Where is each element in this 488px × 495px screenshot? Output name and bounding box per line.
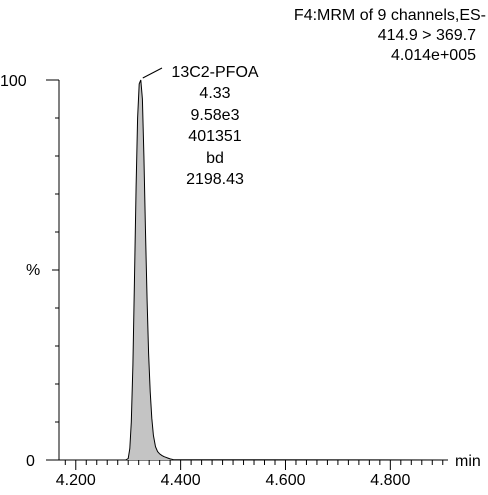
peak-label-height: 9.58e3 (191, 107, 240, 124)
y-tick-label-bottom: 0 (26, 453, 35, 470)
x-tick-label: 4.600 (265, 472, 305, 489)
x-axis-label: min (455, 453, 481, 470)
x-tick-label: 4.200 (56, 472, 96, 489)
y-tick-label-top: 100 (0, 73, 27, 90)
x-tick-label: 4.800 (370, 472, 410, 489)
peak-label-baseline: bd (206, 150, 224, 167)
header-line-1: F4:MRM of 9 channels,ES- (294, 7, 486, 24)
peak-label-name: 13C2-PFOA (171, 64, 258, 81)
peak-label-area: 401351 (188, 128, 241, 145)
peak-label-sn: 2198.43 (186, 171, 244, 188)
peak-label-rt: 4.33 (199, 85, 230, 102)
label-layer: F4:MRM of 9 channels,ES- 414.9 > 369.7 4… (0, 7, 486, 470)
y-axis-label: % (26, 262, 40, 279)
axes-layer: 4.200 4.400 4.600 4.800 (46, 79, 448, 489)
peak-label-leader (142, 67, 163, 79)
header-line-3: 4.014e+005 (391, 47, 476, 64)
x-tick-label: 4.400 (161, 472, 201, 489)
series-layer (59, 67, 449, 461)
header-line-2: 414.9 > 369.7 (378, 27, 476, 44)
peak-area-fill (59, 80, 448, 460)
trace-line (59, 79, 449, 461)
